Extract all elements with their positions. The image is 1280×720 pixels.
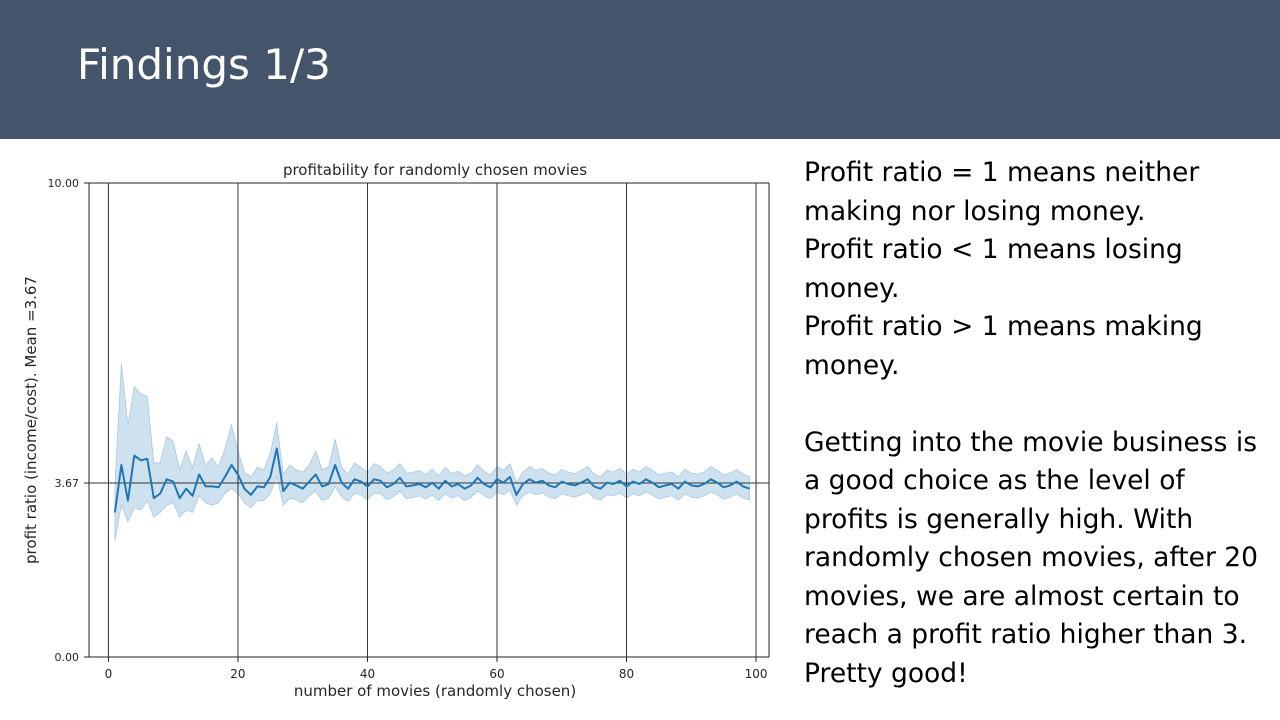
plot-area [89, 183, 769, 657]
profit-ratio-line [113, 447, 750, 513]
x-tick-label: 20 [230, 667, 245, 681]
x-tick-label: 40 [360, 667, 375, 681]
confidence-band [114, 363, 750, 541]
y-tick-label: 0.00 [55, 651, 80, 664]
findings-text: Profit ratio = 1 means neither making no… [804, 154, 1264, 693]
definition-neutral: Profit ratio = 1 means neither making no… [804, 157, 1200, 227]
slide-title: Findings 1/3 [77, 40, 331, 89]
x-tick-label: 80 [619, 667, 634, 681]
definition-losing: Profit ratio < 1 means losing money. [804, 234, 1183, 304]
title-bar: Findings 1/3 [0, 0, 1280, 139]
chart-svg: profitability for randomly chosen movies… [22, 161, 770, 700]
axes: 0 20 40 60 80 100 0.00 3.67 10.00 [48, 177, 770, 681]
y-tick-label: 10.00 [48, 177, 80, 190]
definition-making: Profit ratio > 1 means making money. [804, 311, 1203, 381]
x-tick-label: 100 [745, 667, 768, 681]
chart: profitability for randomly chosen movies… [0, 150, 790, 710]
x-tick-label: 0 [105, 667, 113, 681]
conclusion-paragraph: Getting into the movie business is a goo… [804, 426, 1259, 689]
chart-title: profitability for randomly chosen movies [283, 161, 587, 179]
y-axis-label: profit ratio (income/cost). Mean =3.67 [22, 276, 40, 564]
y-tick-label: 3.67 [55, 477, 80, 490]
plot-frame [88, 182, 770, 658]
paragraph-gap [804, 385, 1264, 424]
x-axis-label: number of movies (randomly chosen) [294, 682, 576, 700]
x-tick-label: 60 [489, 667, 504, 681]
